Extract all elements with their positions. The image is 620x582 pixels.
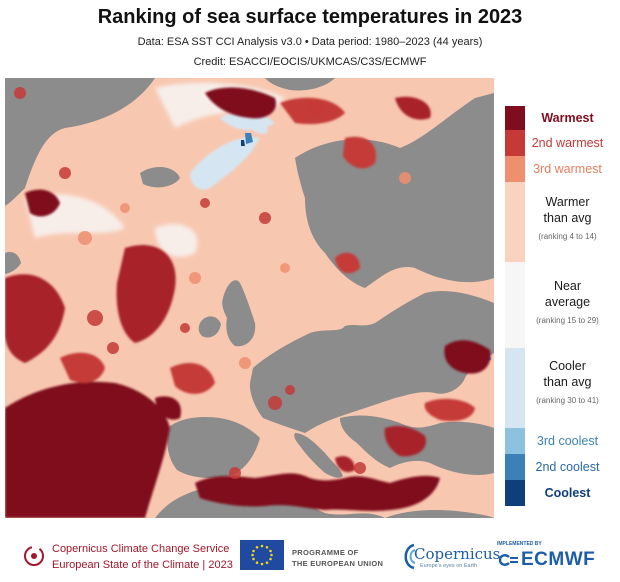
legend-swatch [505, 454, 525, 480]
legend-label: Cooler than avg [543, 359, 592, 389]
legend-label: Coolest [544, 486, 591, 500]
continental-europe [249, 291, 494, 433]
second-warmest-speckle [14, 87, 366, 479]
copernicus-swirl-icon [404, 543, 416, 570]
great-britain [222, 280, 256, 347]
c3s-name: Copernicus Climate Change Service [52, 543, 230, 555]
legend-text-block: Warmer than avg (ranking 4 to 14) [525, 194, 610, 241]
eu-programme-text: PROGRAMME OF THE EUROPEAN UNION [292, 547, 383, 569]
legend-item-2nd-coolest: 2nd coolest [505, 454, 610, 480]
legend-item-warmest: Warmest [505, 106, 610, 130]
eu-line-2: THE EUROPEAN UNION [292, 559, 384, 568]
legend-label: 2nd warmest [531, 136, 604, 150]
legend-sublabel: (ranking 4 to 14) [538, 232, 597, 241]
chart-title: Ranking of sea surface temperatures in 2… [97, 6, 523, 28]
ireland [198, 316, 221, 338]
legend-item-3rd-coolest: 3rd coolest [505, 428, 610, 454]
credit-line: Credit: ESACCI/EOCIS/UKMCAS/C3S/ECMWF [193, 56, 427, 68]
legend-swatch [505, 428, 525, 454]
legend-swatch [505, 106, 525, 130]
footer-logos: Copernicus Climate Change Service Europe… [0, 536, 620, 582]
legend-item-3rd-warmest: 3rd warmest [505, 156, 610, 182]
legend-item-2nd-warmest: 2nd warmest [505, 130, 610, 156]
legend: Warmest 2nd warmest 3rd warmest Warmer th… [505, 106, 610, 506]
italy [294, 433, 343, 478]
legend-label: Warmer than avg [543, 195, 592, 225]
sst-ranking-map [5, 78, 494, 518]
data-source-subtitle: Data: ESA SST CCI Analysis v3.0 • Data p… [137, 36, 483, 48]
legend-item-cooler-than-avg: Cooler than avg (ranking 30 to 41) [505, 348, 610, 428]
legend-swatch [505, 480, 525, 506]
c3s-report-name: European State of the Climate | 2023 [52, 559, 233, 571]
third-warmest-speckle [78, 172, 411, 369]
legend-swatch [505, 348, 525, 428]
ecmwf-implemented-by: IMPLEMENTED BY [497, 541, 542, 547]
legend-sublabel: (ranking 30 to 41) [536, 396, 599, 405]
legend-label: 2nd coolest [535, 460, 600, 474]
legend-item-warmer-than-avg: Warmer than avg (ranking 4 to 14) [505, 182, 610, 262]
legend-label: Warmest [541, 111, 594, 125]
legend-swatch [505, 130, 525, 156]
legend-label: 3rd coolest [536, 434, 599, 448]
warmest-regions [5, 87, 491, 518]
legend-item-near-average: Near average (ranking 15 to 29) [505, 262, 610, 348]
iceland [140, 166, 180, 188]
ecmwf-wordmark: ECMWF [521, 549, 596, 570]
legend-text-block: Cooler than avg (ranking 30 to 41) [525, 358, 610, 405]
legend-item-coolest: Coolest [505, 480, 610, 506]
eu-flag-icon [240, 540, 284, 570]
eu-line-1: PROGRAMME OF [292, 548, 359, 557]
copernicus-wordmark: Copernicus [414, 545, 501, 563]
black-sea [444, 340, 491, 374]
ecmwf-icon [498, 554, 518, 566]
legend-sublabel: (ranking 15 to 29) [536, 316, 599, 325]
legend-label: Near average [544, 279, 591, 309]
legend-swatch [505, 182, 525, 262]
mediterranean-warmest [195, 473, 440, 511]
copernicus-tagline: Europe's eyes on Earth [420, 563, 478, 569]
eu-programme-logo: PROGRAMME OF THE EUROPEAN UNION [240, 540, 383, 575]
iberia [167, 416, 260, 478]
legend-swatch [505, 156, 525, 182]
c3s-emblem-icon [24, 546, 44, 566]
legend-swatch [505, 262, 525, 348]
greenland [5, 78, 155, 206]
legend-text-block: Near average (ranking 15 to 29) [525, 278, 610, 325]
legend-label: 3rd warmest [533, 162, 602, 176]
